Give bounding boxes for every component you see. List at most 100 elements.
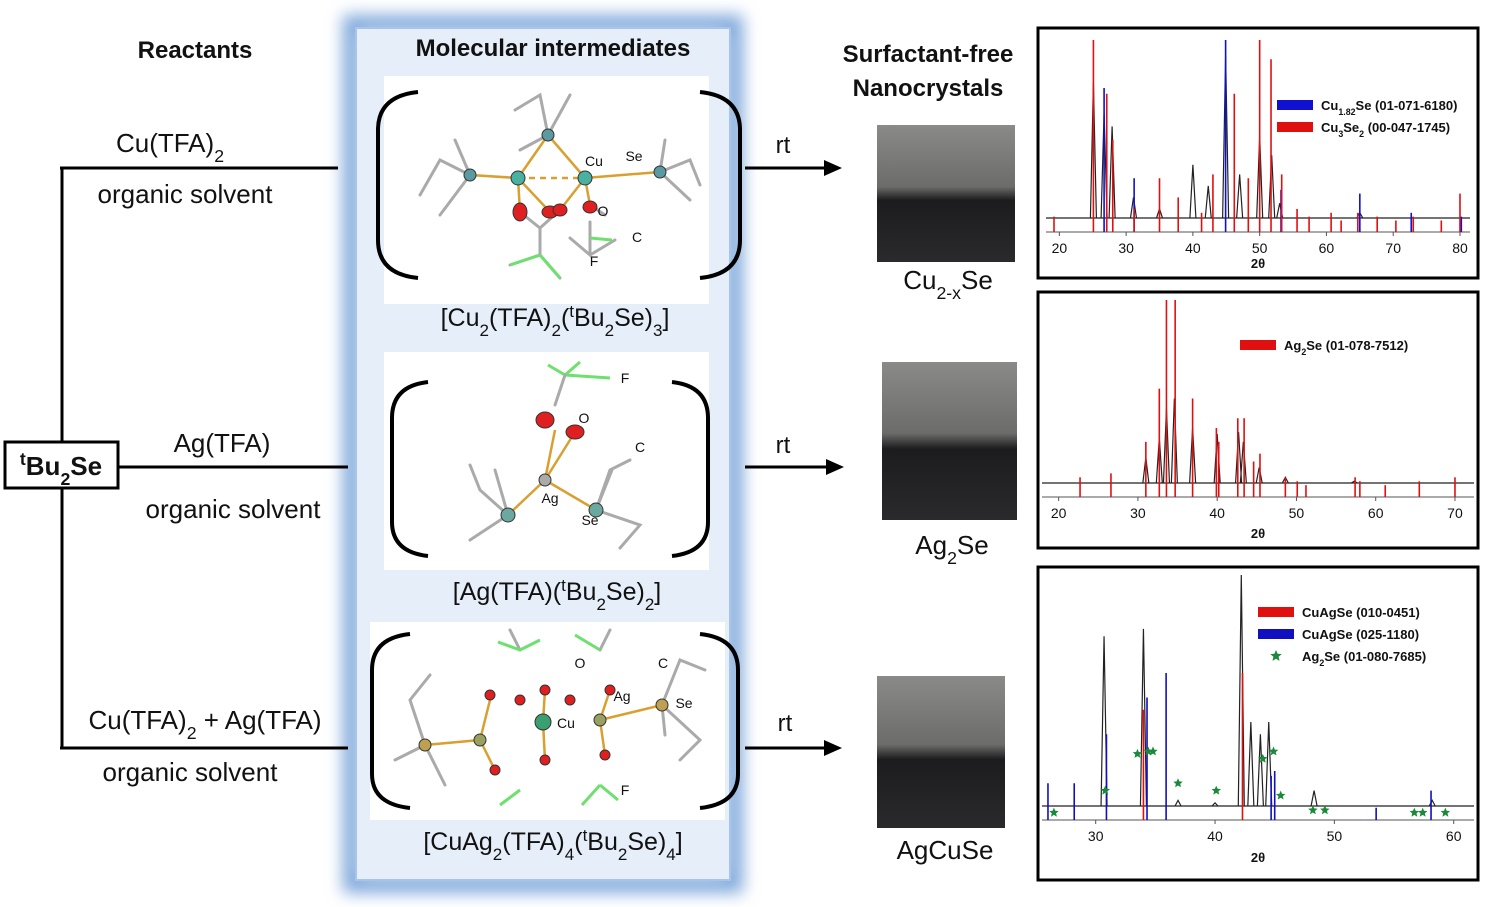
reagent-label-part: Cu(TFA) bbox=[116, 128, 214, 158]
atom-label: O bbox=[575, 655, 586, 671]
x-axis-label: 2θ bbox=[1251, 526, 1265, 541]
measured-peak bbox=[1174, 799, 1182, 807]
reference-star bbox=[1211, 785, 1221, 795]
vial-photo bbox=[882, 362, 1017, 520]
product-label-part: AgCuSe bbox=[897, 835, 994, 865]
solvent-label: organic solvent bbox=[146, 494, 322, 524]
measured-peak bbox=[1428, 799, 1436, 807]
legend-label: Cu3Se2 (00-047-1745) bbox=[1321, 120, 1450, 139]
formula-label-part: Bu bbox=[574, 304, 605, 332]
x-axis-label: 2θ bbox=[1251, 850, 1265, 865]
legend-label-part: Ag bbox=[1302, 649, 1319, 664]
formula-label-part: (TFA) bbox=[489, 304, 552, 332]
legend-label: CuAgSe (025-1180) bbox=[1302, 627, 1419, 642]
formula-label-sub: 2 bbox=[493, 845, 502, 864]
x-tick-label: 40 bbox=[1207, 828, 1223, 844]
product-label: Cu2-xSe bbox=[903, 265, 993, 303]
legend-label-part: Se bbox=[1343, 120, 1359, 135]
product-label: Ag2Se bbox=[915, 530, 988, 568]
atom-label: Se bbox=[625, 148, 642, 164]
reference-star bbox=[1148, 746, 1158, 756]
legend-label-part: CuAgSe (010-0451) bbox=[1302, 605, 1420, 620]
legend-label-part: Ag bbox=[1284, 338, 1301, 353]
product-label-sub: 2-x bbox=[936, 283, 961, 303]
reference-star bbox=[1100, 785, 1110, 795]
x-tick-label: 80 bbox=[1452, 240, 1468, 256]
atom-label: O bbox=[598, 203, 609, 219]
x-tick-label: 70 bbox=[1385, 240, 1401, 256]
formula-label-part: ] bbox=[662, 304, 669, 332]
legend-label-part: Se (01-071-6180) bbox=[1356, 98, 1458, 113]
atom-label: F bbox=[590, 253, 599, 269]
measured-peak bbox=[1247, 721, 1255, 807]
source-label-sub: 2 bbox=[60, 469, 70, 489]
x-tick-label: 50 bbox=[1252, 240, 1268, 256]
source-label-part: Se bbox=[70, 451, 102, 481]
reagent-label: Ag(TFA) bbox=[174, 428, 271, 458]
x-tick-label: 50 bbox=[1289, 505, 1305, 521]
reference-star bbox=[1173, 778, 1183, 788]
legend-label: CuAgSe (010-0451) bbox=[1302, 605, 1420, 620]
formula-label-part: (TFA) bbox=[502, 828, 565, 856]
x-tick-label: 30 bbox=[1088, 828, 1104, 844]
structure-bg bbox=[384, 352, 709, 570]
solvent-label: organic solvent bbox=[98, 179, 274, 209]
atom-label: C bbox=[658, 655, 668, 671]
vial-photo bbox=[877, 676, 1005, 828]
atom-label: Cu bbox=[557, 715, 575, 731]
legend-label-sub: 2 bbox=[1359, 129, 1364, 139]
legend-swatch bbox=[1240, 340, 1276, 350]
formula-label: [Ag(TFA)(tBu2Se)2] bbox=[453, 576, 661, 614]
vial-photo bbox=[877, 125, 1015, 262]
arrow-label: rt bbox=[778, 710, 793, 737]
formula-label-sub: 4 bbox=[565, 845, 574, 864]
atom-label: F bbox=[621, 782, 630, 798]
reference-star bbox=[1409, 807, 1420, 817]
x-tick-label: 40 bbox=[1209, 505, 1225, 521]
x-tick-label: 60 bbox=[1446, 828, 1462, 844]
formula-label-sub: 2 bbox=[605, 321, 614, 340]
source-label: tBu2Se bbox=[20, 449, 102, 489]
solvent-label: organic solvent bbox=[103, 757, 279, 787]
molecule-2 bbox=[468, 360, 643, 550]
reference-star bbox=[1268, 746, 1279, 756]
reference-star bbox=[1440, 807, 1451, 817]
reference-star bbox=[1275, 790, 1286, 800]
x-tick-label: 60 bbox=[1368, 505, 1384, 521]
formula-label-sub: 2 bbox=[645, 595, 654, 614]
product-label-part: Cu bbox=[903, 265, 936, 295]
brackets bbox=[370, 90, 742, 810]
x-tick-label: 60 bbox=[1319, 240, 1335, 256]
formula-label: [Cu2(TFA)2(tBu2Se)3] bbox=[441, 302, 670, 340]
x-tick-label: 20 bbox=[1051, 505, 1067, 521]
products-title: Surfactant-free bbox=[843, 41, 1014, 68]
reference-star bbox=[1258, 753, 1268, 763]
legend-swatch bbox=[1258, 629, 1294, 639]
products-title: Nanocrystals bbox=[853, 75, 1004, 102]
atom-label: C bbox=[635, 439, 645, 455]
measured-peak bbox=[1189, 164, 1197, 219]
reaction-tree bbox=[60, 166, 348, 750]
formula-label-part: [Ag(TFA)( bbox=[453, 578, 562, 606]
reagent-label: Cu(TFA)2 bbox=[116, 128, 224, 166]
legend-label-part: Cu bbox=[1321, 120, 1338, 135]
measured-peak bbox=[1204, 185, 1212, 219]
reactants-title: Reactants bbox=[138, 37, 253, 64]
formula-label: [CuAg2(TFA)4(tBu2Se)4] bbox=[423, 826, 682, 864]
legend-label-sub: 1.82 bbox=[1338, 107, 1355, 117]
measured-peak bbox=[1310, 790, 1318, 807]
formula-label-part: [CuAg bbox=[423, 828, 492, 856]
measured-peak bbox=[1211, 801, 1219, 807]
atom-label: Cu bbox=[585, 153, 603, 169]
x-tick-label: 40 bbox=[1185, 240, 1201, 256]
formula-label-part: Bu bbox=[566, 578, 597, 606]
formula-label-sup: t bbox=[583, 826, 588, 845]
x-tick-label: 20 bbox=[1052, 240, 1068, 256]
legend-label: Ag2Se (01-078-7512) bbox=[1284, 338, 1408, 357]
x-tick-label: 50 bbox=[1327, 828, 1343, 844]
formula-label-part: Bu bbox=[587, 828, 618, 856]
formula-label-sub: 2 bbox=[618, 845, 627, 864]
reference-star bbox=[1417, 807, 1428, 817]
reagent-label-part: Ag(TFA) bbox=[174, 428, 271, 458]
